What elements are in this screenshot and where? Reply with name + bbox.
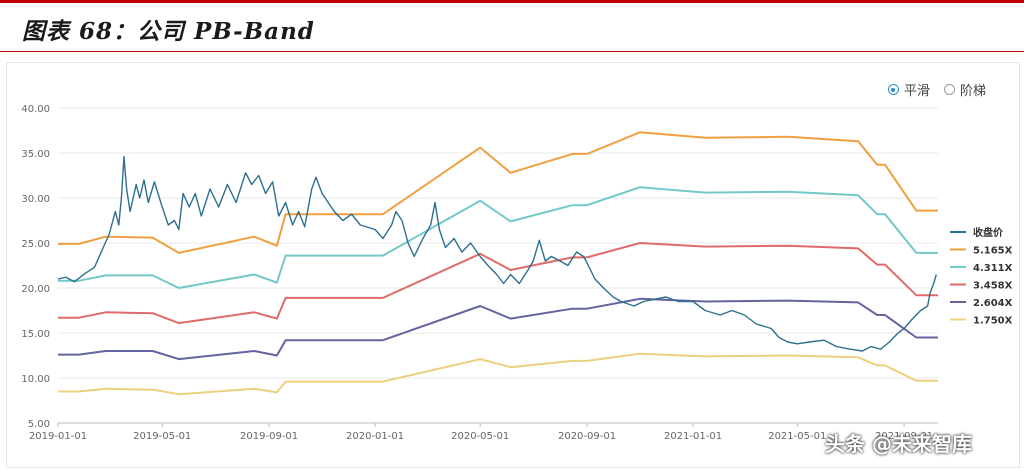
x-axis: 2019-01-01 2019-05-01 2019-09-01 2020-01-01…	[29, 423, 933, 442]
series-line-2.604X	[58, 297, 938, 361]
toggle-step[interactable]: 阶梯	[943, 80, 986, 99]
legend-label: 1.750X	[973, 316, 1013, 327]
y-tick-label: 5.00	[28, 419, 50, 430]
x-tick-label: 2019-05-01	[133, 431, 191, 442]
x-tick-label: 2019-09-01	[240, 431, 298, 442]
y-tick-label: 25.00	[21, 239, 50, 250]
y-tick-label: 35.00	[21, 149, 50, 160]
legend-label: 收盘价	[973, 226, 1004, 239]
grid-lines	[58, 107, 938, 424]
legend-label: 5.165X	[973, 246, 1013, 257]
series-line-1.750X	[58, 352, 938, 396]
legend-label: 2.604X	[973, 298, 1013, 309]
band-lines	[58, 131, 938, 396]
x-tick-label: 2019-01-01	[29, 431, 87, 442]
toggle-smooth[interactable]: 平滑	[887, 80, 930, 99]
toggle-step-label: 阶梯	[959, 84, 986, 99]
legend-label: 4.311X	[973, 263, 1013, 274]
toggle-smooth-label: 平滑	[903, 84, 930, 99]
x-tick-label: 2020-01-01	[346, 431, 404, 442]
radio-unselected-icon[interactable]	[943, 84, 955, 95]
y-tick-label: 30.00	[21, 194, 50, 205]
radio-selected-icon[interactable]	[887, 84, 899, 95]
legend: 收盘价 5.165X 4.311X 3.458X 2.604X 1.750X	[950, 226, 1013, 327]
y-tick-label: 10.00	[21, 374, 50, 385]
series-line-3.458X	[58, 242, 938, 325]
series-line-5.165X	[58, 131, 938, 254]
title-separator	[0, 51, 1024, 52]
x-tick-label: 2020-09-01	[558, 431, 616, 442]
x-tick-label: 2020-05-01	[451, 431, 509, 442]
series-line-收盘价	[57, 155, 937, 352]
chart-frame	[6, 62, 1020, 468]
legend-label: 3.458X	[973, 281, 1013, 292]
y-tick-label: 40.00	[21, 104, 50, 115]
y-axis: 5.00 10.00 15.00 20.00 25.00 30.00 35.00 40.00	[21, 104, 50, 430]
x-tick-label: 2021-01-01	[664, 431, 722, 442]
y-tick-label: 15.00	[21, 329, 50, 340]
watermark: 头条 @未来智库	[825, 432, 972, 456]
series-line-4.311X	[58, 186, 938, 289]
x-tick-label: 2021-05-01	[768, 431, 826, 442]
top-accent-line	[0, 0, 1024, 3]
figure-title: 图表 68：公司 PB-Band	[22, 18, 315, 45]
y-tick-label: 20.00	[21, 284, 50, 295]
x-tick-label: 2021-09-01	[875, 431, 933, 442]
price-line	[57, 155, 937, 352]
mode-toggle-group: 平滑 阶梯	[887, 80, 986, 99]
